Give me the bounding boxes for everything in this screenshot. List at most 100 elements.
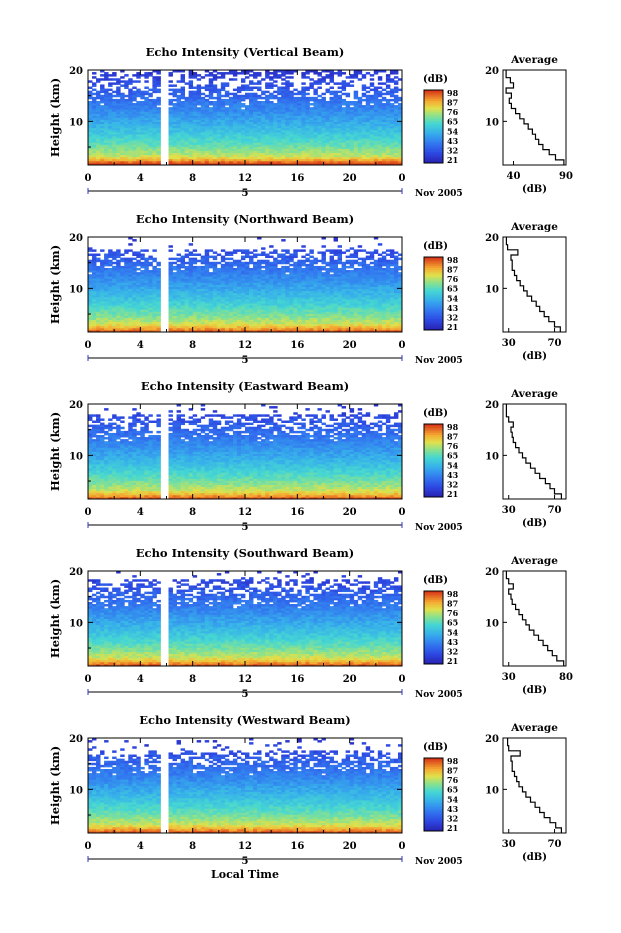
heatmap-cell bbox=[241, 103, 245, 105]
average-title: Average bbox=[510, 54, 558, 66]
heatmap-cell bbox=[326, 82, 330, 84]
heatmap-cell bbox=[370, 89, 374, 91]
heatmap-cell bbox=[366, 87, 370, 89]
heatmap-cell bbox=[293, 89, 297, 91]
heatmap-cell bbox=[128, 89, 132, 91]
heatmap-cell bbox=[136, 80, 140, 82]
heatmap-cell bbox=[394, 105, 398, 107]
heatmap-cell bbox=[309, 82, 313, 84]
heatmap-cell bbox=[338, 95, 342, 97]
heatmap-cell bbox=[309, 78, 313, 80]
heatmap-cell bbox=[225, 99, 229, 101]
heatmap-cell bbox=[362, 99, 366, 101]
heatmap-cell bbox=[330, 91, 334, 93]
heatmap-cell bbox=[116, 99, 120, 101]
heatmap-cell bbox=[233, 78, 237, 80]
average-y-tick-label: 20 bbox=[485, 66, 499, 77]
heatmap-cell bbox=[169, 80, 173, 82]
heatmap-cell bbox=[96, 101, 100, 103]
average-y-tick-label: 10 bbox=[485, 117, 499, 128]
y-axis-label: Height (km) bbox=[48, 78, 62, 157]
chart-panel-1: Echo Intensity (Vertical Beam)1020Height… bbox=[48, 45, 573, 199]
average-profile-line bbox=[506, 70, 564, 165]
heatmap-cell bbox=[249, 80, 253, 82]
y-tick-label: 20 bbox=[69, 66, 83, 77]
heatmap-cell bbox=[108, 74, 112, 76]
heatmap-cell bbox=[197, 84, 201, 86]
heatmap-cell bbox=[241, 109, 245, 111]
chart-panel-2: Echo Intensity (Northward Beam)1020Heigh… bbox=[48, 212, 566, 366]
heatmap-cell bbox=[144, 80, 148, 82]
heatmap-cell bbox=[213, 84, 217, 86]
heatmap-cell bbox=[213, 101, 217, 103]
heatmap-cell bbox=[317, 99, 321, 101]
heatmap-cell bbox=[269, 82, 273, 84]
heatmap-cell bbox=[346, 101, 350, 103]
heatmap-cell bbox=[301, 87, 305, 89]
heatmap-cell bbox=[350, 80, 354, 82]
heatmap-cell bbox=[156, 89, 160, 91]
heatmap-cell bbox=[293, 93, 297, 95]
heatmap-cell bbox=[261, 101, 265, 103]
heatmap-cell bbox=[273, 84, 277, 86]
heatmap-cell bbox=[108, 78, 112, 80]
heatmap-cell bbox=[394, 76, 398, 78]
heatmap-cell bbox=[132, 80, 136, 82]
heatmap-cell bbox=[338, 82, 342, 84]
heatmap-cell bbox=[301, 82, 305, 84]
heatmap-cell bbox=[390, 89, 394, 91]
heatmap-cell bbox=[217, 89, 221, 91]
heatmap-cell bbox=[358, 78, 362, 80]
heatmap-cell bbox=[112, 72, 116, 74]
heatmap-cell bbox=[205, 84, 209, 86]
heatmap-cell bbox=[257, 87, 261, 89]
heatmap-cell bbox=[378, 99, 382, 101]
heatmap-cell bbox=[181, 74, 185, 76]
heatmap-cell bbox=[317, 87, 321, 89]
heatmap-cell bbox=[209, 107, 213, 109]
heatmap-cell bbox=[342, 99, 346, 101]
heatmap-cell bbox=[177, 95, 181, 97]
heatmap-cell bbox=[253, 93, 257, 95]
heatmap-cell bbox=[269, 76, 273, 78]
heatmap-cell bbox=[152, 99, 156, 101]
heatmap-cell bbox=[136, 89, 140, 91]
heatmap-cell bbox=[241, 78, 245, 80]
heatmap-cell bbox=[370, 95, 374, 97]
heatmap-cell bbox=[269, 72, 273, 74]
heatmap-cell bbox=[334, 82, 338, 84]
heatmap-cell bbox=[342, 93, 346, 95]
heatmap-cell bbox=[148, 72, 152, 74]
heatmap-cell bbox=[173, 103, 177, 105]
heatmap-cell bbox=[197, 74, 201, 76]
heatmap-cell bbox=[313, 80, 317, 82]
x-tick-label: 4 bbox=[137, 173, 144, 184]
x-tick-label: 16 bbox=[290, 173, 304, 184]
heatmap-cell bbox=[321, 76, 325, 78]
heatmap-cell bbox=[104, 72, 108, 74]
heatmap-cell bbox=[221, 99, 225, 101]
heatmap-cell bbox=[132, 103, 136, 105]
heatmap-cell bbox=[197, 107, 201, 109]
heatmap-cell bbox=[205, 99, 209, 101]
heatmap-cell bbox=[120, 84, 124, 86]
heatmap-cell bbox=[326, 74, 330, 76]
heatmap-cell bbox=[309, 103, 313, 105]
heatmap-cell bbox=[321, 97, 325, 99]
heatmap-cell bbox=[205, 95, 209, 97]
heatmap-cell bbox=[390, 103, 394, 105]
heatmap-cell bbox=[245, 105, 249, 107]
heatmap-cell bbox=[370, 82, 374, 84]
heatmap-cell bbox=[169, 93, 173, 95]
heatmap-cell bbox=[201, 76, 205, 78]
heatmap-cell bbox=[390, 99, 394, 101]
heatmap-cell bbox=[269, 101, 273, 103]
heatmap-cell bbox=[197, 78, 201, 80]
heatmap-cell bbox=[144, 87, 148, 89]
heatmap-cell bbox=[386, 74, 390, 76]
average-frame bbox=[503, 70, 566, 165]
heatmap-cell bbox=[148, 89, 152, 91]
heatmap-cell bbox=[362, 84, 366, 86]
heatmap-cell bbox=[330, 97, 334, 99]
heatmap-cell bbox=[249, 87, 253, 89]
